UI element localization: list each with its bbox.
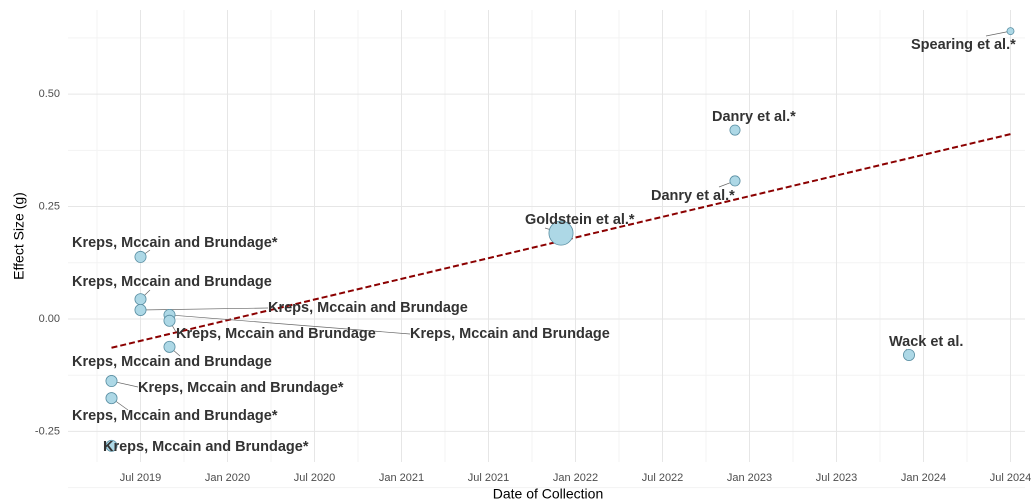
x-tick-label: Jan 2020 — [205, 472, 250, 484]
x-axis-title: Date of Collection — [493, 486, 604, 502]
point — [134, 250, 147, 263]
x-tick-label: Jan 2023 — [727, 472, 772, 484]
point-label: Kreps, Mccain and Brundage — [72, 274, 272, 290]
point-label: Danry et al.* — [651, 188, 735, 204]
x-tick-label: Jul 2019 — [120, 472, 162, 484]
point — [163, 340, 176, 353]
connector — [169, 314, 411, 335]
x-tick-label: Jul 2024 — [990, 472, 1032, 484]
point-label: Kreps, Mccain and Brundage* — [72, 408, 278, 424]
point — [1006, 27, 1015, 36]
point-label: Kreps, Mccain and Brundage — [72, 354, 272, 370]
point — [134, 303, 147, 316]
point — [163, 314, 176, 327]
point-label: Kreps, Mccain and Brundage — [268, 300, 468, 316]
point-label: Danry et al.* — [712, 109, 796, 125]
point — [548, 220, 574, 246]
x-tick-label: Jan 2024 — [901, 472, 946, 484]
point-label: Kreps, Mccain and Brundage* — [72, 235, 278, 251]
x-tick-label: Jan 2021 — [379, 472, 424, 484]
point — [729, 124, 741, 136]
connector — [140, 307, 269, 311]
connector — [985, 30, 1011, 37]
point — [105, 392, 118, 405]
x-tick-label: Jan 2022 — [553, 472, 598, 484]
point-label: Spearing et al.* — [911, 37, 1016, 53]
y-tick-label: 0.25 — [39, 200, 60, 212]
x-tick-label: Jul 2022 — [642, 472, 684, 484]
point — [105, 375, 118, 388]
y-axis-title: Effect Size (g) — [11, 192, 27, 280]
y-tick-label: 0.00 — [39, 313, 60, 325]
point-label: Kreps, Mccain and Brundage* — [103, 439, 309, 455]
point — [134, 293, 147, 306]
x-tick-label: Jul 2020 — [294, 472, 336, 484]
y-tick-label: 0.50 — [39, 88, 60, 100]
point-label: Goldstein et al.* — [525, 212, 635, 228]
point-label: Wack et al. — [889, 334, 963, 350]
point-label: Kreps, Mccain and Brundage — [410, 326, 610, 342]
point — [729, 175, 741, 187]
point — [903, 348, 915, 361]
x-tick-label: Jul 2023 — [816, 472, 858, 484]
x-tick-label: Jul 2021 — [468, 472, 510, 484]
point — [105, 439, 118, 452]
point-label: Kreps, Mccain and Brundage — [176, 326, 376, 342]
point-label: Kreps, Mccain and Brundage* — [138, 380, 344, 396]
y-tick-label: -0.25 — [35, 425, 60, 437]
